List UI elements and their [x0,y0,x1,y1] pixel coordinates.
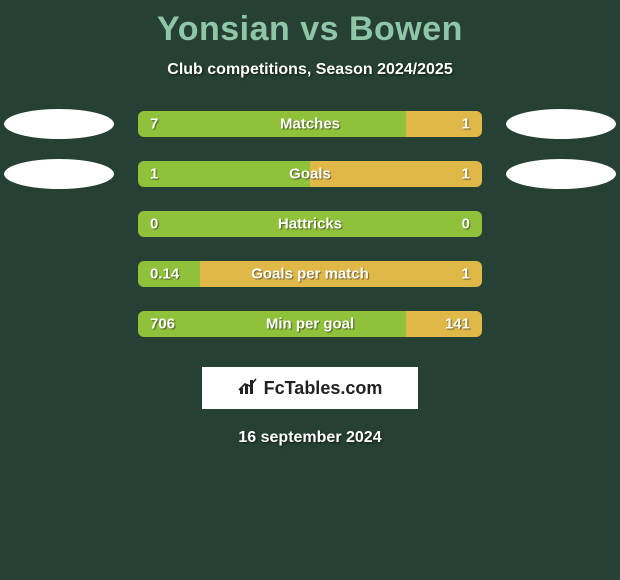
page-title: Yonsian vs Bowen [0,10,620,49]
avatar-spacer [4,209,114,239]
stat-bar: 706 Min per goal 141 [138,311,482,337]
stat-value-left: 706 [150,316,175,333]
stats-list: 7 Matches 1 1 Goals 1 0 Hattri [0,109,620,339]
brand-text: FcTables.com [264,378,383,399]
stat-value-left: 7 [150,116,158,133]
stat-label: Hattricks [278,216,342,233]
bar-segment-right [310,161,482,187]
stat-value-left: 0.14 [150,266,179,283]
avatar-spacer [4,309,114,339]
stat-value-left: 1 [150,166,158,183]
player-avatar-right [506,109,616,139]
player-avatar-left [4,159,114,189]
stat-bar: 1 Goals 1 [138,161,482,187]
stat-bar: 0 Hattricks 0 [138,211,482,237]
avatar-spacer [506,259,616,289]
stat-label: Min per goal [266,316,354,333]
player-avatar-left [4,109,114,139]
stat-value-right: 0 [462,216,470,233]
barchart-icon [238,376,260,401]
brand-badge: FcTables.com [202,367,418,409]
stat-row-goals-per-match: 0.14 Goals per match 1 [0,259,620,289]
bar-segment-left [138,161,310,187]
stat-label: Matches [280,116,340,133]
stat-row-min-per-goal: 706 Min per goal 141 [0,309,620,339]
stat-value-right: 141 [445,316,470,333]
comparison-card: Yonsian vs Bowen Club competitions, Seas… [0,0,620,447]
stat-value-right: 1 [462,266,470,283]
date-text: 16 september 2024 [0,429,620,447]
avatar-spacer [4,259,114,289]
stat-row-matches: 7 Matches 1 [0,109,620,139]
player-avatar-right [506,159,616,189]
stat-label: Goals [289,166,331,183]
stat-bar: 0.14 Goals per match 1 [138,261,482,287]
stat-value-right: 1 [462,116,470,133]
bar-segment-left [138,111,406,137]
stat-value-right: 1 [462,166,470,183]
stat-bar: 7 Matches 1 [138,111,482,137]
stat-value-left: 0 [150,216,158,233]
avatar-spacer [506,209,616,239]
stat-row-hattricks: 0 Hattricks 0 [0,209,620,239]
stat-label: Goals per match [251,266,369,283]
bar-segment-right [406,111,482,137]
avatar-spacer [506,309,616,339]
stat-row-goals: 1 Goals 1 [0,159,620,189]
subtitle: Club competitions, Season 2024/2025 [0,61,620,79]
